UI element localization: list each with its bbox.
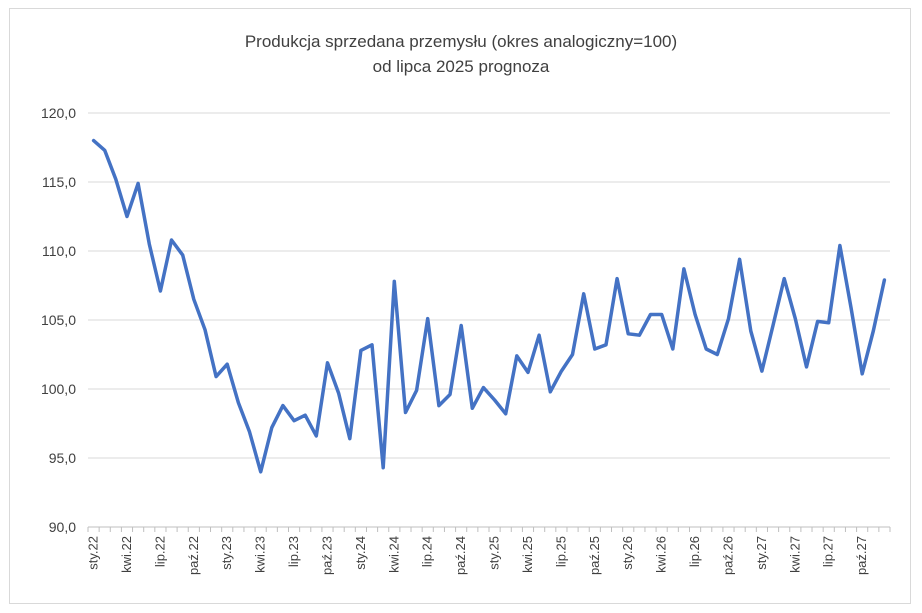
y-tick-label: 105,0 bbox=[41, 312, 76, 328]
x-tick-label: paź.23 bbox=[319, 536, 334, 575]
x-tick-label: lip.23 bbox=[286, 536, 301, 567]
y-tick-label: 120,0 bbox=[41, 105, 76, 121]
x-tick-label: kwi.26 bbox=[654, 536, 669, 573]
y-tick-label: 110,0 bbox=[42, 243, 76, 259]
y-tick-label: 100,0 bbox=[41, 381, 76, 397]
series-line bbox=[91, 138, 887, 474]
x-tick-label: lip.22 bbox=[152, 536, 167, 567]
x-tick-label: sty.27 bbox=[754, 536, 769, 570]
x-tick-label: kwi.22 bbox=[119, 536, 134, 573]
x-tick-label: lip.27 bbox=[821, 536, 836, 567]
x-tick-label: sty.22 bbox=[86, 536, 101, 570]
chart-title-line-1: Produkcja sprzedana przemysłu (okres ana… bbox=[245, 32, 677, 51]
x-axis: sty.22 kwi.22 lip.22 paź.22 sty.23 kwi.23 lip.… bbox=[86, 526, 891, 575]
x-tick-label: paź.24 bbox=[453, 536, 468, 575]
x-tick-label: lip.24 bbox=[420, 536, 435, 567]
x-tick-label: lip.26 bbox=[687, 536, 702, 567]
x-tick-label: sty.23 bbox=[219, 536, 234, 570]
x-tick-label: kwi.24 bbox=[386, 536, 401, 573]
x-tick-label: sty.26 bbox=[620, 536, 635, 570]
chart-frame: Produkcja sprzedana przemysłu (okres ana… bbox=[9, 8, 911, 604]
x-tick-label: paź.22 bbox=[186, 536, 201, 575]
x-tick-label: sty.25 bbox=[487, 536, 502, 570]
x-tick-label: paź.26 bbox=[720, 536, 735, 575]
line-chart: Produkcja sprzedana przemysłu (okres ana… bbox=[41, 32, 891, 575]
series-layer bbox=[91, 138, 887, 474]
y-axis: 90,0 95,0 100,0 105,0 110,0 115,0 120,0 bbox=[41, 105, 76, 535]
x-tick-label: paź.27 bbox=[854, 536, 869, 575]
gridlines bbox=[88, 112, 890, 459]
y-tick-label: 115,0 bbox=[42, 174, 76, 190]
x-tick-label: lip.25 bbox=[553, 536, 568, 567]
x-tick-label: paź.25 bbox=[587, 536, 602, 575]
x-tick-label: kwi.25 bbox=[520, 536, 535, 573]
chart-title-line-2: od lipca 2025 prognoza bbox=[373, 57, 550, 76]
x-tick-label: kwi.27 bbox=[787, 536, 802, 573]
x-tick-label: sty.24 bbox=[353, 536, 368, 570]
y-tick-label: 90,0 bbox=[49, 519, 76, 535]
x-tick-label: kwi.23 bbox=[253, 536, 268, 573]
y-tick-label: 95,0 bbox=[49, 450, 76, 466]
